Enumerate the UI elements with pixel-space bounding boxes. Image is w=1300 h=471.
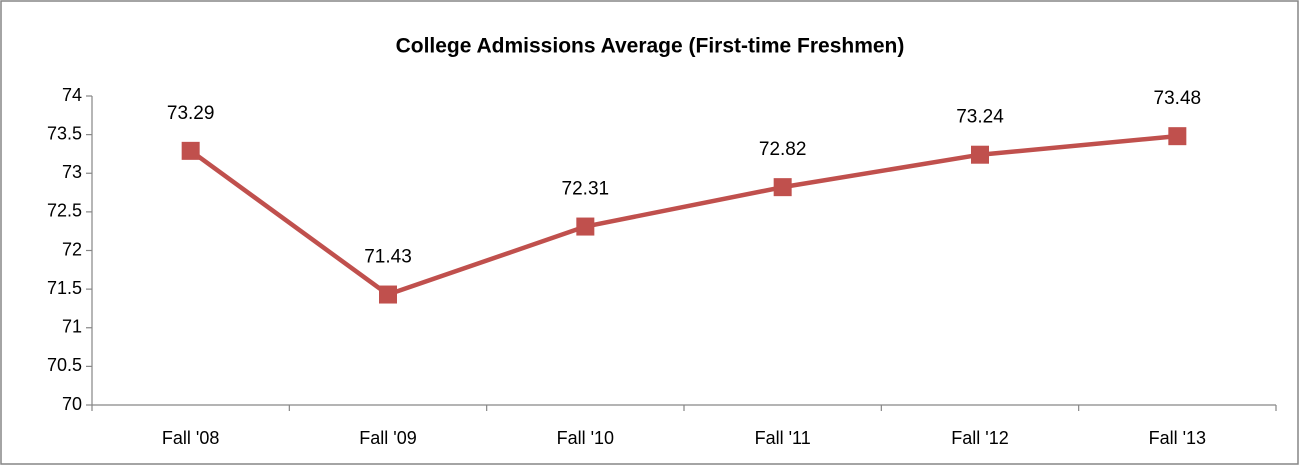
data-label: 72.31 bbox=[562, 179, 610, 200]
x-tick-label: Fall '13 bbox=[1149, 428, 1206, 448]
y-tick-label: 73.5 bbox=[47, 123, 82, 143]
y-tick-label: 71 bbox=[62, 317, 82, 337]
data-label: 71.43 bbox=[364, 247, 412, 268]
marker bbox=[1168, 127, 1187, 146]
data-label: 72.82 bbox=[759, 139, 807, 160]
marker bbox=[773, 178, 792, 197]
marker bbox=[181, 141, 200, 160]
x-tick-label: Fall '11 bbox=[755, 428, 811, 448]
x-tick-label: Fall '09 bbox=[359, 428, 416, 448]
y-tick-label: 72 bbox=[62, 239, 82, 259]
y-tick-label: 70.5 bbox=[47, 355, 82, 375]
y-tick-label: 72.5 bbox=[47, 201, 82, 221]
data-label: 73.24 bbox=[956, 107, 1004, 128]
series-line bbox=[189, 133, 1178, 297]
y-tick-label: 74 bbox=[62, 85, 82, 105]
data-label: 73.29 bbox=[167, 103, 215, 124]
y-tick-label: 71.5 bbox=[47, 278, 82, 298]
x-tick-label: Fall '08 bbox=[162, 428, 219, 448]
marker bbox=[379, 285, 397, 304]
y-tick-label: 70 bbox=[62, 394, 82, 414]
x-tick-label: Fall '10 bbox=[557, 428, 614, 448]
data-label: 73.48 bbox=[1154, 88, 1202, 109]
chart-title: College Admissions Average (First-time F… bbox=[396, 35, 905, 58]
x-tick-label: Fall '12 bbox=[951, 428, 1008, 448]
marker bbox=[971, 145, 989, 164]
marker bbox=[576, 217, 595, 236]
y-tick-label: 73 bbox=[62, 162, 82, 182]
